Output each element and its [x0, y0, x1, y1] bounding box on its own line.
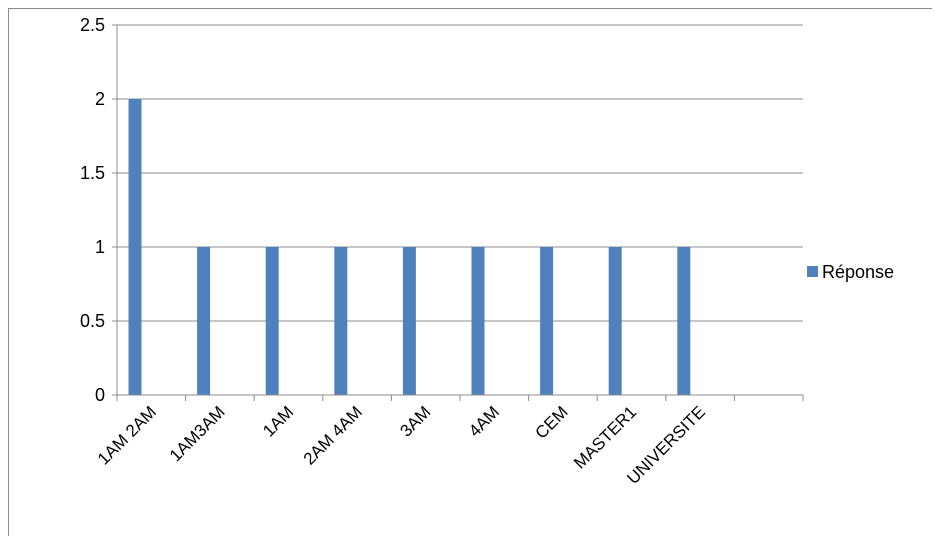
x-tick-labels: 1AM 2AM 1AM3AM 1AM 2AM 4AM 3AM 4AM CEMMASTER1U…: [94, 402, 709, 488]
bar: [128, 99, 142, 395]
bar: [197, 247, 211, 395]
y-tick-label: 1.5: [80, 163, 105, 183]
y-tick-label: 0.5: [80, 311, 105, 331]
bars: [128, 99, 691, 395]
x-tick-label: 1AM 2AM: [94, 402, 160, 468]
y-tick-label: 2.5: [80, 15, 105, 35]
x-tick-label: 1AM3AM: [166, 402, 229, 465]
bar: [334, 247, 348, 395]
chart-frame: [8, 8, 932, 536]
bar: [540, 247, 554, 395]
axes: [112, 24, 804, 401]
y-tick-label: 0: [95, 385, 105, 405]
x-tick-label: 1AM: [259, 402, 297, 440]
bar: [402, 247, 416, 395]
legend-label-reponse: Réponse: [822, 262, 894, 282]
legend: Réponse: [807, 262, 894, 282]
y-tick-label: 1: [95, 237, 105, 257]
bar: [608, 247, 622, 395]
legend-swatch: [807, 266, 818, 277]
bar: [471, 247, 485, 395]
bar: [677, 247, 691, 395]
x-tick-label: 3AM: [396, 402, 434, 440]
bar: [265, 247, 279, 395]
x-tick-label: 2AM 4AM: [300, 402, 366, 468]
x-tick-label: MASTER1: [570, 402, 640, 472]
x-tick-label: CEM: [532, 402, 572, 442]
y-tick-label: 2: [95, 89, 105, 109]
gridlines: [117, 24, 803, 322]
y-tick-labels: 0 0.5 1 1.5 2 2.5: [80, 15, 105, 405]
x-tick-label: 4AM: [465, 402, 503, 440]
